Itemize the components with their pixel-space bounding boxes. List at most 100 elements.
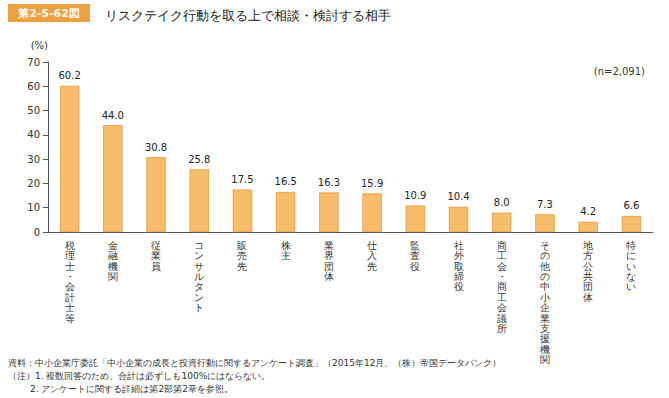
svg-text:会: 会 <box>497 302 507 313</box>
svg-text:・: ・ <box>65 271 75 282</box>
svg-text:役: 役 <box>410 261 420 272</box>
svg-text:融: 融 <box>108 250 118 261</box>
svg-text:仕: 仕 <box>367 240 377 251</box>
svg-text:役: 役 <box>454 281 464 292</box>
svg-text:10.9: 10.9 <box>404 190 426 201</box>
svg-text:70: 70 <box>27 57 40 68</box>
svg-text:士: 士 <box>65 261 75 272</box>
svg-text:会: 会 <box>65 281 75 292</box>
svg-text:中: 中 <box>540 281 550 292</box>
svg-text:締: 締 <box>453 271 464 282</box>
svg-text:等: 等 <box>65 313 75 324</box>
svg-text:企: 企 <box>540 302 550 313</box>
svg-text:主: 主 <box>281 250 291 261</box>
svg-text:関: 関 <box>540 354 550 365</box>
svg-text:ン: ン <box>194 292 204 303</box>
svg-text:工: 工 <box>497 292 507 303</box>
svg-text:機: 機 <box>108 261 118 272</box>
svg-text:方: 方 <box>583 250 593 261</box>
svg-text:団: 団 <box>324 261 334 272</box>
svg-text:8.0: 8.0 <box>494 197 510 208</box>
svg-text:援: 援 <box>540 333 550 344</box>
svg-text:ト: ト <box>194 302 204 313</box>
svg-text:所: 所 <box>497 323 507 334</box>
svg-text:(n=2,091): (n=2,091) <box>594 66 645 77</box>
svg-text:40: 40 <box>27 129 40 140</box>
svg-text:先: 先 <box>237 261 247 272</box>
svg-text:共: 共 <box>583 271 593 282</box>
svg-text:会: 会 <box>497 261 507 272</box>
svg-text:な: な <box>626 271 636 282</box>
svg-text:・: ・ <box>497 271 507 282</box>
svg-text:商: 商 <box>497 281 507 292</box>
svg-text:商: 商 <box>497 240 507 251</box>
svg-text:公: 公 <box>583 261 593 272</box>
svg-text:従: 従 <box>151 240 161 251</box>
svg-text:計: 計 <box>65 292 75 303</box>
svg-text:44.0: 44.0 <box>102 110 124 121</box>
svg-text:業: 業 <box>151 250 161 261</box>
svg-text:（注）1. 複数回答のため、合計は必ずしも100%にはならな: （注）1. 複数回答のため、合計は必ずしも100%にはならない。 <box>8 371 270 381</box>
svg-text:体: 体 <box>583 292 593 303</box>
svg-text:特: 特 <box>626 240 636 251</box>
svg-text:外: 外 <box>454 250 464 261</box>
svg-text:7.3: 7.3 <box>537 199 553 210</box>
svg-text:小: 小 <box>540 292 550 303</box>
svg-text:他: 他 <box>540 261 550 272</box>
svg-text:16.3: 16.3 <box>318 177 340 188</box>
svg-text:4.2: 4.2 <box>580 206 596 217</box>
svg-text:の: の <box>540 250 550 261</box>
svg-text:0: 0 <box>34 227 40 238</box>
svg-text:30.8: 30.8 <box>145 142 167 153</box>
svg-text:(%): (%) <box>31 40 48 51</box>
svg-text:10: 10 <box>27 202 40 213</box>
svg-text:コ: コ <box>194 240 204 251</box>
svg-text:10.4: 10.4 <box>447 191 469 202</box>
svg-text:第2-5-62図: 第2-5-62図 <box>17 7 80 20</box>
svg-text:16.5: 16.5 <box>275 176 297 187</box>
svg-text:入: 入 <box>367 250 377 261</box>
svg-text:の: の <box>540 271 550 282</box>
svg-text:60.2: 60.2 <box>58 70 80 81</box>
svg-text:タ: タ <box>194 281 204 292</box>
svg-text:士: 士 <box>65 302 75 313</box>
svg-text:先: 先 <box>367 261 377 272</box>
svg-text:支: 支 <box>540 323 550 334</box>
svg-text:議: 議 <box>497 313 507 324</box>
svg-text:株: 株 <box>280 240 291 251</box>
svg-text:50: 50 <box>27 105 40 116</box>
svg-text:リスクテイク行動を取る上で相談・検討する相手: リスクテイク行動を取る上で相談・検討する相手 <box>105 8 391 23</box>
svg-text:売: 売 <box>237 250 247 261</box>
svg-text:2. アンケートに関する詳細は第2部第2章を参照。: 2. アンケートに関する詳細は第2部第2章を参照。 <box>30 384 233 394</box>
svg-text:業: 業 <box>324 240 334 251</box>
svg-text:理: 理 <box>65 250 75 261</box>
svg-text:工: 工 <box>497 250 507 261</box>
svg-text:員: 員 <box>151 261 161 272</box>
svg-text:税: 税 <box>65 240 75 251</box>
svg-text:査: 査 <box>410 250 420 261</box>
svg-text:地: 地 <box>582 240 593 251</box>
svg-text:団: 団 <box>583 281 593 292</box>
svg-text:い: い <box>626 261 636 272</box>
svg-text:社: 社 <box>454 240 464 251</box>
svg-text:取: 取 <box>454 261 464 272</box>
svg-text:30: 30 <box>27 154 40 165</box>
svg-text:機: 機 <box>540 344 550 355</box>
svg-text:サ: サ <box>194 261 204 272</box>
svg-text:60: 60 <box>27 81 40 92</box>
svg-text:資料：中小企業庁委託「中小企業の成長と投資行動に関するアンケ: 資料：中小企業庁委託「中小企業の成長と投資行動に関するアンケート調査」（2015… <box>8 358 501 368</box>
svg-text:販: 販 <box>237 240 247 251</box>
svg-text:監: 監 <box>410 240 420 251</box>
svg-text:ル: ル <box>194 271 204 282</box>
svg-text:6.6: 6.6 <box>623 200 639 211</box>
svg-text:20: 20 <box>27 178 40 189</box>
svg-text:業: 業 <box>540 313 550 324</box>
svg-text:25.8: 25.8 <box>188 154 210 165</box>
svg-text:そ: そ <box>540 240 550 251</box>
svg-text:い: い <box>626 281 636 292</box>
svg-text:界: 界 <box>324 250 334 261</box>
svg-text:金: 金 <box>108 240 118 251</box>
svg-text:に: に <box>626 250 636 261</box>
svg-text:ン: ン <box>194 250 204 261</box>
svg-text:関: 関 <box>108 271 118 282</box>
